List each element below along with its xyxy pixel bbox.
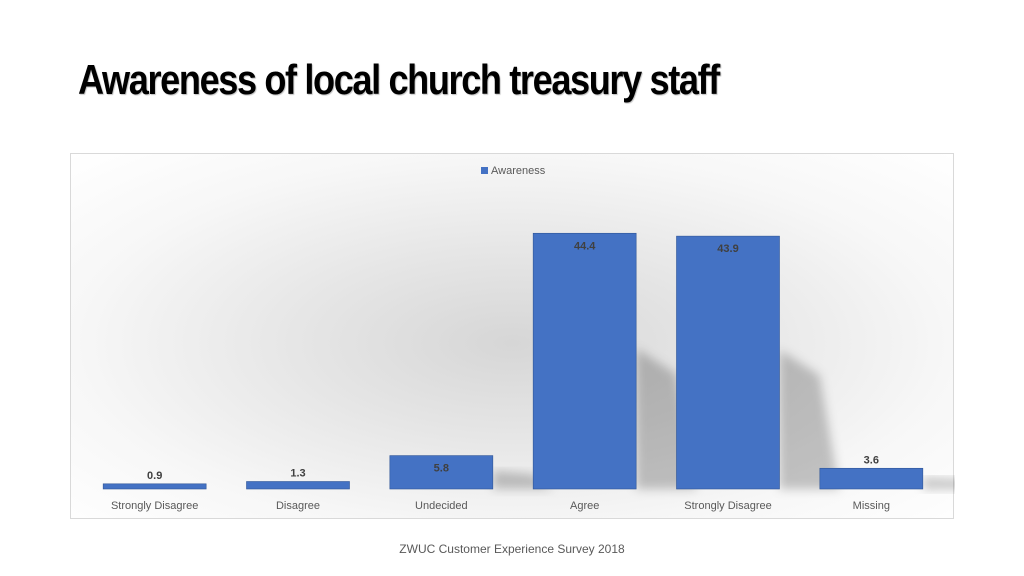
bar [246, 481, 350, 490]
category-label: Agree [570, 500, 599, 512]
legend-label: Awareness [491, 165, 546, 177]
data-label: 5.8 [434, 463, 449, 475]
category-label: Strongly Disagree [684, 500, 771, 512]
data-label: 44.4 [574, 240, 596, 252]
bar [676, 235, 780, 490]
category-label: Disagree [276, 500, 320, 512]
data-label: 43.9 [717, 243, 738, 255]
legend-swatch [481, 167, 488, 174]
category-label: Missing [853, 500, 890, 512]
bar-shadow [922, 477, 955, 489]
data-label: 3.6 [864, 454, 879, 466]
bars [102, 232, 924, 490]
bar [102, 483, 207, 490]
chart-area: Awareness 0.9 1.3 5.8 44.4 43.9 3.6 Strongly … [70, 153, 955, 519]
bar [532, 232, 637, 490]
category-label: Undecided [415, 500, 468, 512]
data-labels: 0.9 1.3 5.8 44.4 43.9 3.6 [147, 240, 879, 482]
bar-chart: Awareness 0.9 1.3 5.8 44.4 43.9 3.6 Strongly … [102, 165, 955, 512]
bar [389, 455, 494, 490]
data-label: 1.3 [290, 468, 305, 480]
bar [819, 467, 924, 490]
data-label: 0.9 [147, 470, 162, 482]
category-axis: Strongly Disagree Disagree Undecided Agree S… [111, 500, 890, 512]
slide-title: Awareness of local church treasury staff [78, 56, 720, 103]
footer-source: ZWUC Customer Experience Survey 2018 [399, 542, 625, 556]
category-label: Strongly Disagree [111, 500, 198, 512]
chart-legend: Awareness [481, 165, 546, 177]
bar-shadow [779, 349, 840, 489]
